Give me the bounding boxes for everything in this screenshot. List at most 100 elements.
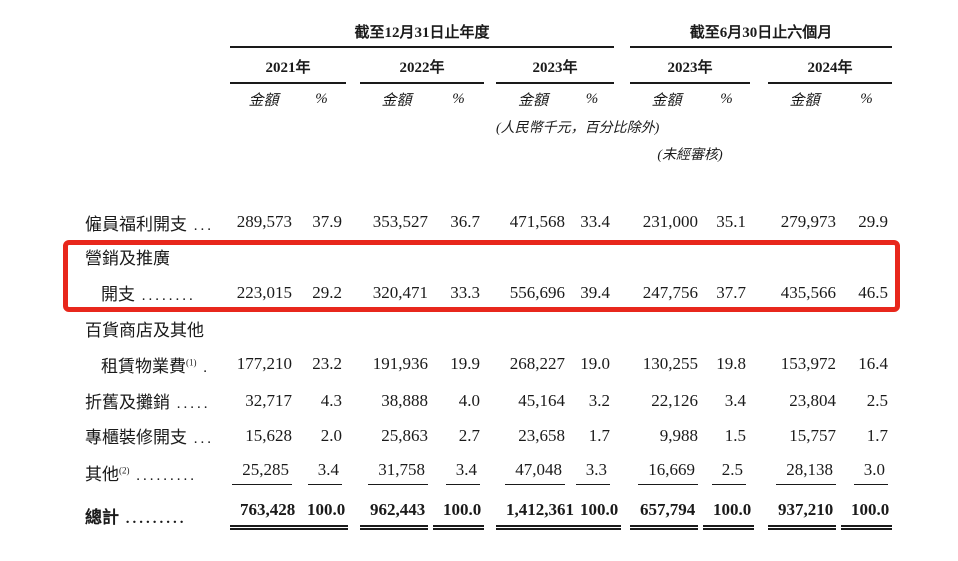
amount-value: 15,757 bbox=[789, 425, 836, 445]
percent-value: 29.9 bbox=[858, 212, 888, 231]
row-label: 其他(2) ......... bbox=[85, 465, 197, 484]
percent-value: 36.7 bbox=[450, 212, 480, 231]
percent-value: 4.0 bbox=[458, 390, 480, 410]
amount-col-header: 金額 bbox=[381, 92, 412, 109]
year-header-2023: 2023年 bbox=[496, 56, 614, 84]
percent-value: 1.7 bbox=[588, 425, 610, 445]
amount-value: 45,164 bbox=[518, 390, 565, 410]
table-row: 僱員福利開支 ... 289,573 37.9 353,527 36.7 471,568 3… bbox=[85, 205, 892, 239]
leader-dots: ... bbox=[187, 431, 214, 447]
amount-col-header: 金額 bbox=[248, 92, 279, 109]
table-row: 折舊及攤銷 ..... 32,717 4.3 38,888 4.0 45,164 3.2 22… bbox=[85, 383, 892, 418]
percent-value: 39.4 bbox=[580, 282, 610, 302]
amount-value: 15,628 bbox=[245, 425, 292, 445]
amount-value: 32,717 bbox=[245, 390, 292, 410]
period-group-header-row: 截至12月31日止年度 截至6月30日止六個月 bbox=[85, 20, 892, 48]
unaudited-note-row: (未經審核) bbox=[85, 140, 892, 168]
percent-value: 100.0 bbox=[703, 500, 755, 530]
amount-value: 31,758 bbox=[360, 460, 433, 485]
percent-value: 1.5 bbox=[724, 425, 746, 445]
percent-value: 19.8 bbox=[716, 354, 746, 373]
row-label: 總計 ......... bbox=[85, 507, 187, 527]
percent-value: 19.0 bbox=[580, 354, 610, 373]
amount-value: 247,756 bbox=[642, 282, 698, 302]
amount-value: 435,566 bbox=[780, 282, 836, 302]
amount-value: 28,138 bbox=[768, 460, 841, 485]
amount-value: 25,285 bbox=[230, 460, 297, 485]
percent-value: 2.0 bbox=[320, 425, 342, 445]
year-header-2023-interim: 2023年 bbox=[630, 56, 750, 84]
amount-value: 16,669 bbox=[630, 460, 703, 485]
row-label: 僱員福利開支 ... bbox=[85, 214, 214, 234]
table-row: 專櫃裝修開支 ... 15,628 2.0 25,863 2.7 23,658 1.7 9,9… bbox=[85, 418, 892, 453]
percent-value: 2.7 bbox=[458, 425, 480, 445]
percent-value: 23.2 bbox=[312, 354, 342, 373]
table-row: 總計 ......... 763,428 100.0 962,443 100.0 1,41… bbox=[85, 492, 893, 538]
amount-value: 38,888 bbox=[381, 390, 428, 410]
leader-dots: ........ bbox=[135, 288, 196, 304]
year-header-2022: 2022年 bbox=[360, 56, 484, 84]
table-row: 百貨商店及其他 bbox=[85, 312, 892, 345]
percent-value: 35.1 bbox=[716, 212, 746, 231]
percent-value: 16.4 bbox=[858, 354, 888, 373]
row-label: 專櫃裝修開支 ... bbox=[85, 428, 214, 447]
amount-value: 223,015 bbox=[236, 282, 292, 302]
amount-value: 25,863 bbox=[381, 425, 428, 445]
percent-value: 19.9 bbox=[450, 354, 480, 373]
year-header-row: 2021年 2022年 2023年 2023年 2024年 bbox=[85, 48, 892, 84]
column-header-row: 金額 % 金額 % 金額 % 金額 % 金額 % bbox=[85, 84, 892, 114]
amount-value: 191,936 bbox=[372, 354, 428, 373]
unit-note-row: (人民幣千元，百分比除外) bbox=[85, 114, 892, 140]
amount-value: 23,804 bbox=[789, 390, 836, 410]
amount-value: 556,696 bbox=[509, 282, 565, 302]
percent-value: 3.4 bbox=[297, 460, 346, 485]
expense-table: 截至12月31日止年度 截至6月30日止六個月 2021年 2022年 2023… bbox=[85, 20, 893, 538]
amount-value: 763,428 bbox=[230, 500, 299, 530]
percent-value: 3.3 bbox=[570, 460, 614, 485]
percent-value: 4.3 bbox=[320, 390, 342, 410]
leader-dots: ......... bbox=[129, 468, 197, 484]
percent-value: 3.0 bbox=[841, 460, 892, 485]
amount-value: 153,972 bbox=[780, 354, 836, 373]
amount-value: 268,227 bbox=[509, 354, 565, 373]
table-row: 營銷及推廣 bbox=[85, 239, 892, 273]
amount-col-header: 金額 bbox=[651, 92, 682, 109]
table-row: 租賃物業費(1) . 177,210 23.2 191,936 19.9 268,227 1… bbox=[85, 345, 892, 383]
unit-note: (人民幣千元，百分比除外) bbox=[496, 121, 660, 136]
amount-value: 9,988 bbox=[659, 425, 698, 445]
leader-dots: ..... bbox=[170, 396, 211, 412]
percent-value: 2.5 bbox=[703, 460, 750, 485]
amount-value: 22,126 bbox=[651, 390, 698, 410]
percent-col-header: % bbox=[452, 90, 465, 107]
percent-col-header: % bbox=[720, 90, 733, 107]
amount-value: 1,412,361 bbox=[496, 500, 577, 530]
amount-value: 47,048 bbox=[496, 460, 570, 485]
amount-value: 471,568 bbox=[509, 212, 565, 231]
row-label: 營銷及推廣 bbox=[85, 248, 170, 268]
percent-value: 3.2 bbox=[588, 390, 610, 410]
percent-value: 3.4 bbox=[433, 460, 484, 485]
row-label: 開支 ........ bbox=[101, 285, 196, 304]
percent-value: 1.7 bbox=[866, 425, 888, 445]
amount-col-header: 金額 bbox=[517, 92, 548, 109]
amount-value: 279,973 bbox=[780, 212, 836, 231]
percent-value: 100.0 bbox=[433, 500, 485, 530]
table-body: 僱員福利開支 ... 289,573 37.9 353,527 36.7 471,568 3… bbox=[85, 205, 893, 538]
footnote-sup: (2) bbox=[119, 465, 130, 476]
percent-value: 3.4 bbox=[724, 390, 746, 410]
leader-dots: ... bbox=[187, 217, 214, 234]
amount-value: 177,210 bbox=[236, 354, 292, 373]
amount-value: 289,573 bbox=[236, 212, 292, 231]
percent-value: 33.3 bbox=[450, 282, 480, 302]
row-label: 百貨商店及其他 bbox=[85, 321, 204, 340]
amount-value: 937,210 bbox=[768, 500, 841, 530]
col-group-interim: 截至6月30日止六個月 bbox=[630, 21, 892, 48]
amount-value: 962,443 bbox=[360, 500, 433, 530]
percent-value: 100.0 bbox=[841, 500, 893, 530]
header-body-spacer bbox=[85, 168, 892, 205]
leader-dots: . bbox=[196, 359, 210, 376]
unaudited-note: (未經審核) bbox=[657, 148, 723, 163]
year-header-2021: 2021年 bbox=[230, 56, 346, 84]
leader-dots: ......... bbox=[119, 510, 187, 527]
